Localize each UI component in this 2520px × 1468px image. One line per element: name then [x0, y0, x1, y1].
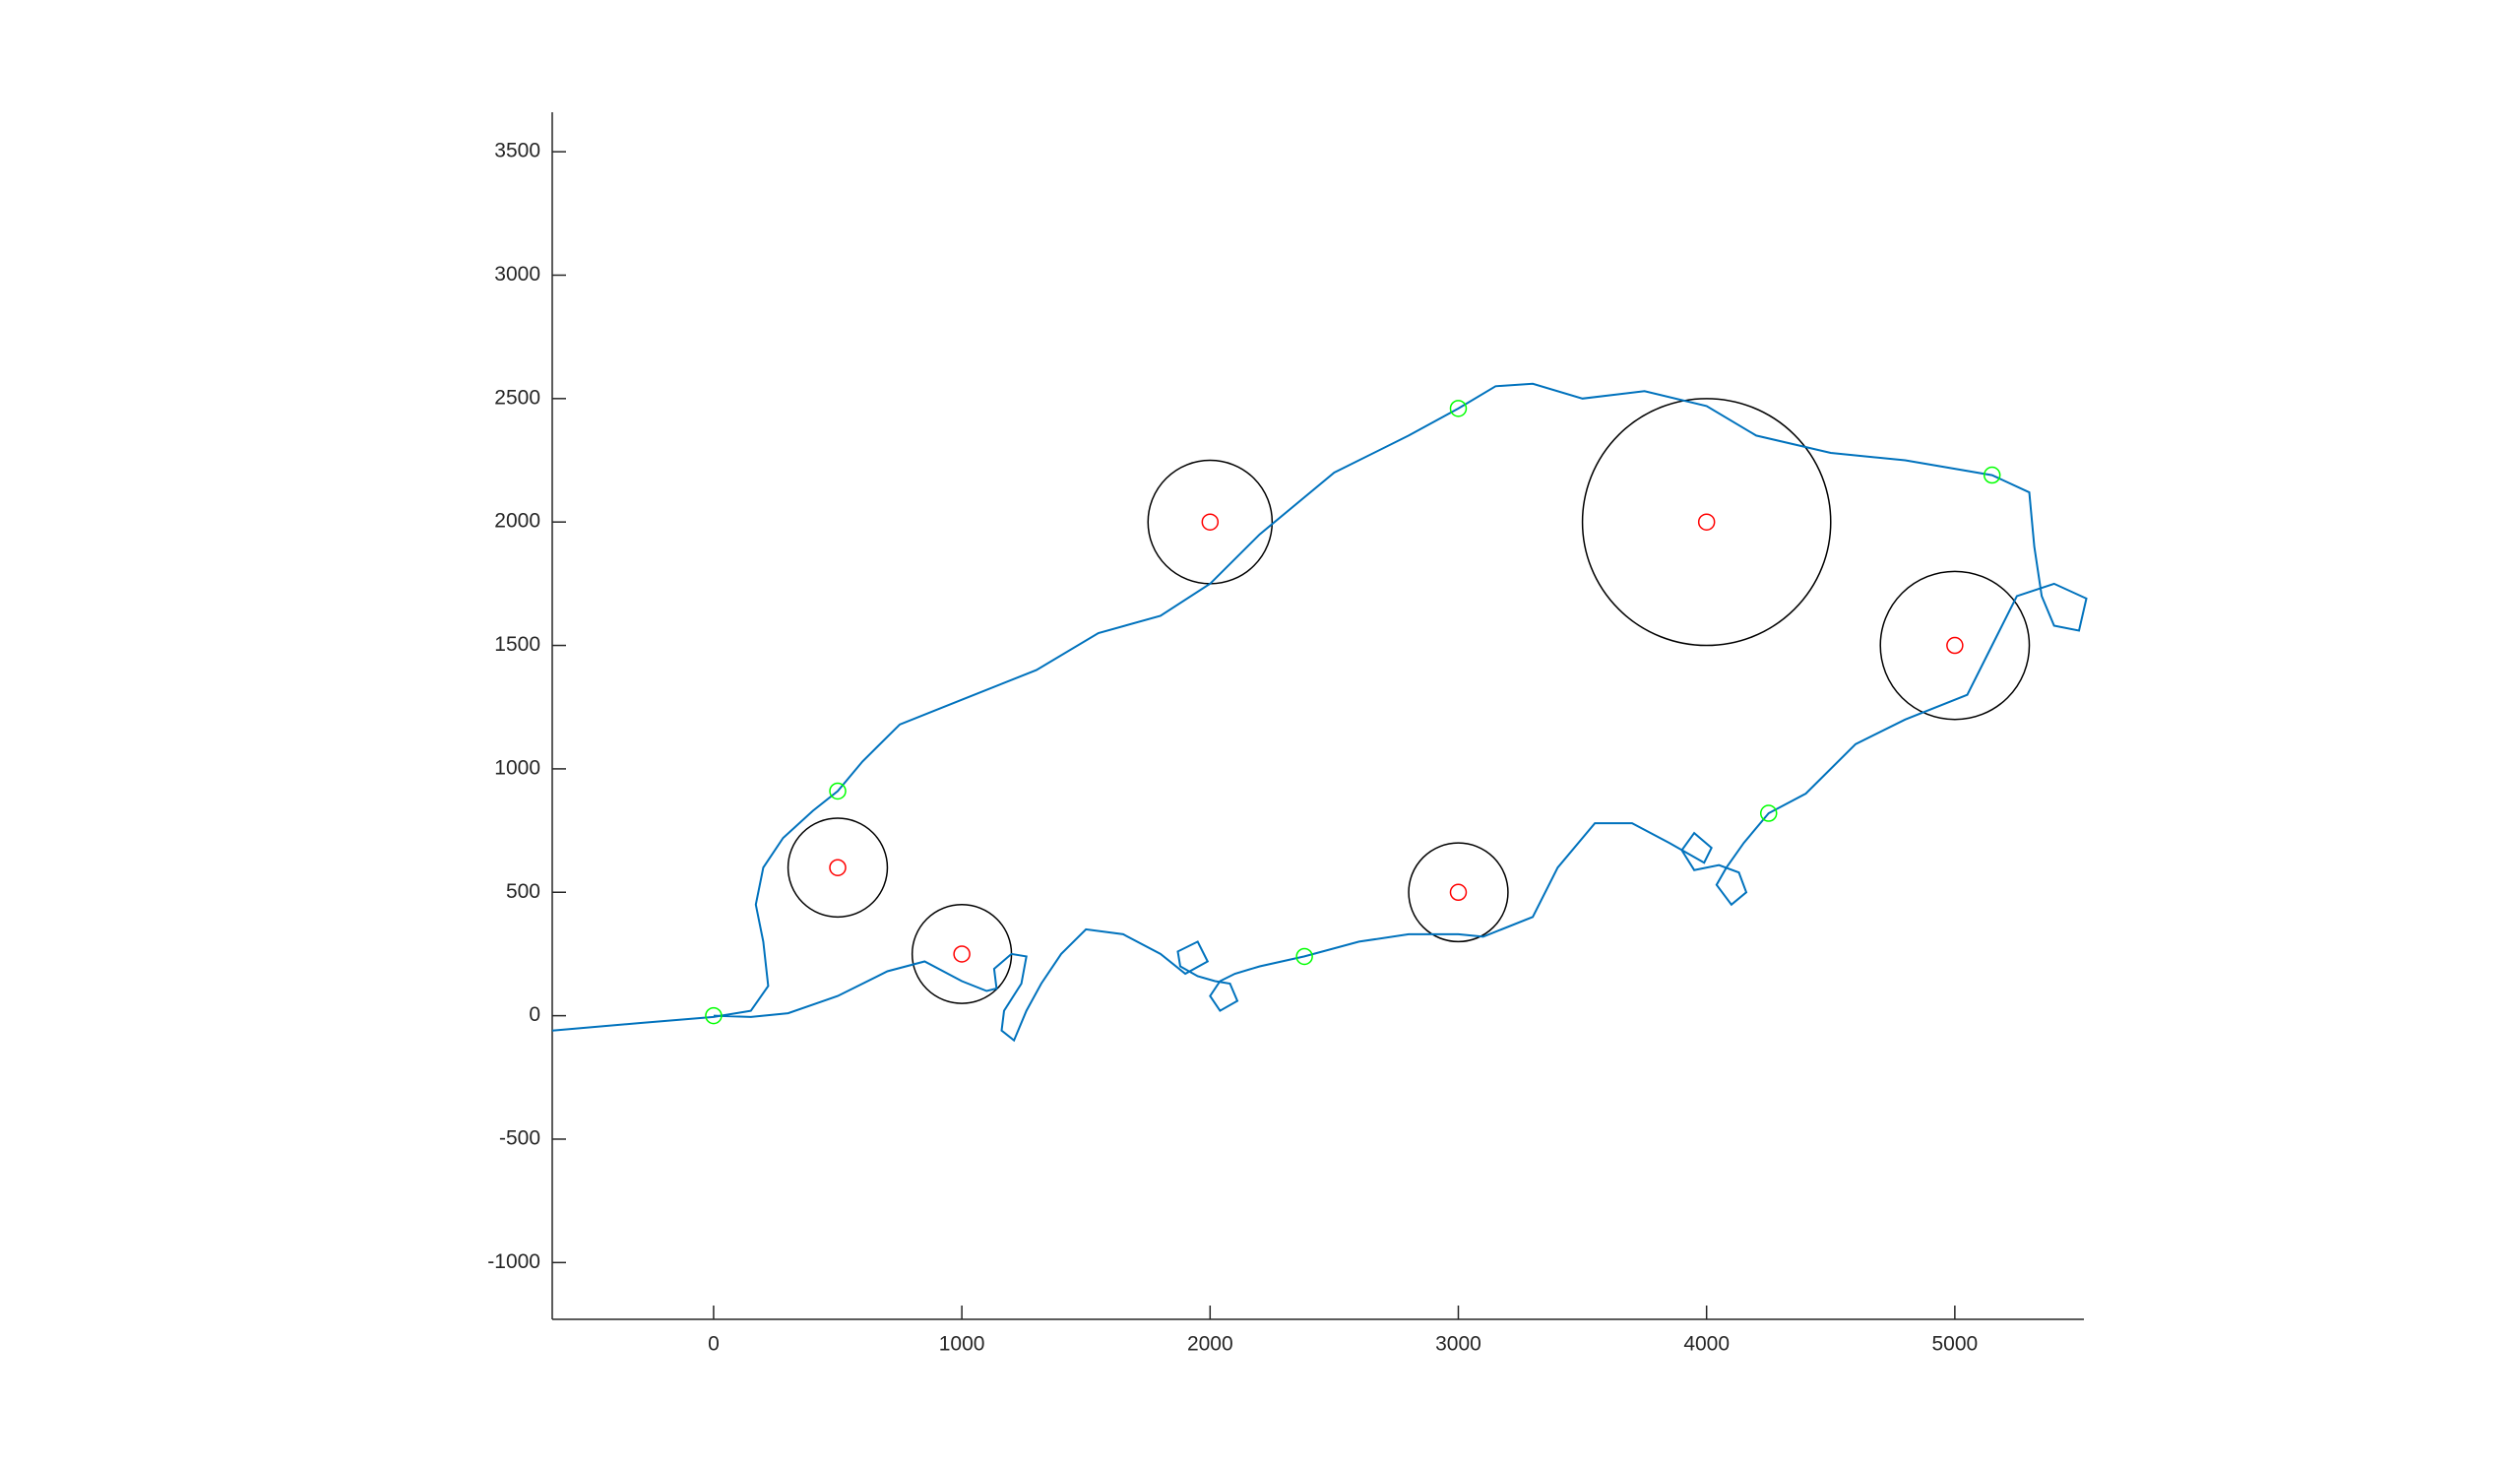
y-tick-label: 1000 [494, 756, 540, 779]
x-tick-label: 1000 [939, 1333, 985, 1356]
obstacle [1408, 842, 1509, 943]
y-tick-label: 3500 [494, 140, 540, 162]
y-tick-label: -1000 [487, 1250, 540, 1273]
x-tick-label: 3000 [1435, 1333, 1481, 1356]
obstacle-center [829, 859, 847, 876]
waypoint [1449, 400, 1468, 417]
obstacle-center [953, 945, 971, 963]
y-tick-label: -500 [499, 1127, 540, 1150]
waypoint [1983, 466, 2001, 484]
x-tick-label: 2000 [1187, 1333, 1233, 1356]
y-tick-label: 2000 [494, 510, 540, 533]
y-tick-label: 1500 [494, 633, 540, 656]
obstacle-center [1697, 513, 1716, 531]
obstacle [1581, 398, 1832, 647]
waypoint [1759, 804, 1778, 822]
x-tick-label: 5000 [1932, 1333, 1979, 1356]
y-tick-label: 0 [529, 1003, 540, 1026]
x-tick-label: 4000 [1683, 1333, 1730, 1356]
y-tick-label: 500 [506, 880, 540, 903]
obstacle [1147, 459, 1274, 585]
y-tick-label: 2500 [494, 386, 540, 409]
obstacle-center [1946, 636, 1964, 655]
x-tick-label: 0 [708, 1333, 720, 1356]
obstacle [787, 817, 889, 919]
waypoint [705, 1006, 723, 1025]
trajectory [551, 382, 2088, 1043]
obstacle-center [1449, 883, 1468, 902]
waypoint [1295, 947, 1313, 966]
waypoint [829, 782, 847, 800]
obstacle [1879, 570, 2031, 721]
y-tick-label: 3000 [494, 263, 540, 286]
obstacle-center [1201, 513, 1220, 531]
